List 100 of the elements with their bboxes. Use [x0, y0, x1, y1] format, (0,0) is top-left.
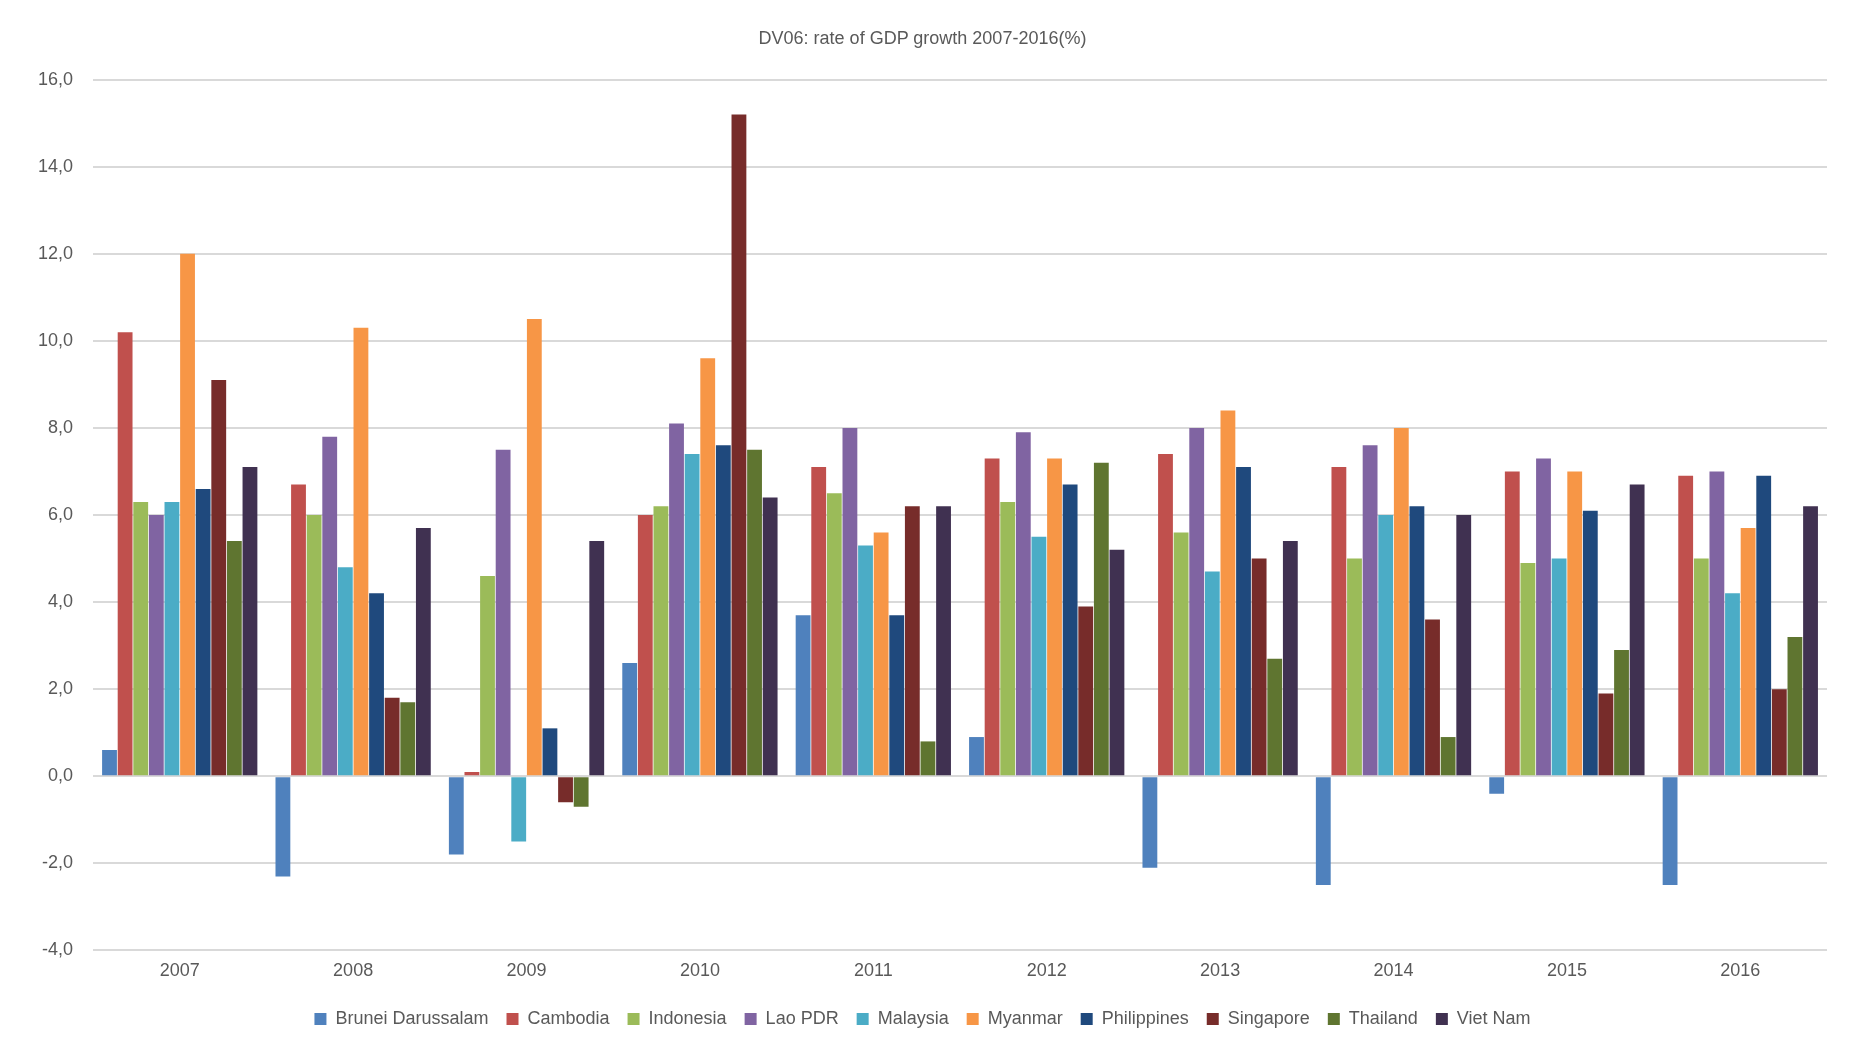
- bar: [1803, 506, 1818, 776]
- bar: [904, 506, 920, 776]
- bar: [795, 615, 811, 776]
- bar: [1520, 562, 1536, 776]
- x-tick-label: 2010: [679, 960, 720, 981]
- bar: [1787, 636, 1803, 776]
- bar: [1536, 458, 1551, 776]
- x-tick-label: 2007: [159, 960, 200, 981]
- bar: [384, 697, 400, 776]
- y-tick-label: 6,0: [48, 503, 74, 524]
- y-tick-label: 8,0: [48, 416, 74, 437]
- bar: [148, 515, 164, 776]
- y-tick-label: 2,0: [48, 678, 74, 699]
- bar: [1614, 649, 1629, 776]
- bar: [1598, 693, 1614, 776]
- bar: [558, 777, 573, 803]
- bar: [164, 501, 180, 776]
- bar: [1567, 471, 1583, 776]
- bar: [762, 497, 778, 776]
- bar: [684, 454, 700, 776]
- bar: [1709, 471, 1725, 776]
- bar: [1251, 558, 1267, 776]
- bar: [1771, 689, 1787, 776]
- y-tick-label: 4,0: [48, 591, 74, 612]
- bar: [306, 515, 322, 776]
- bar: [589, 541, 605, 776]
- y-tick-label: 14,0: [37, 155, 74, 176]
- bar: [873, 532, 889, 776]
- bar: [1740, 528, 1756, 776]
- bar: [1142, 777, 1158, 868]
- bar: [1189, 427, 1205, 776]
- y-tick-label: 0,0: [48, 765, 74, 786]
- bar: [1678, 475, 1694, 776]
- bar: [747, 449, 762, 776]
- bar: [1000, 501, 1016, 776]
- bar: [653, 506, 669, 776]
- bar: [811, 467, 827, 776]
- bar: [133, 501, 149, 776]
- bar: [1756, 475, 1772, 776]
- y-tick-label: 16,0: [37, 68, 74, 89]
- legend-label: Myanmar: [987, 1007, 1063, 1028]
- bar: [858, 545, 873, 776]
- bar: [622, 663, 638, 776]
- x-tick-label: 2015: [1546, 960, 1587, 981]
- bar: [1440, 737, 1456, 776]
- bar: [102, 750, 117, 776]
- bar: [1047, 458, 1062, 776]
- bar: [1425, 619, 1440, 776]
- bar: [1409, 506, 1425, 776]
- bar: [1629, 484, 1645, 776]
- x-tick-label: 2013: [1200, 960, 1241, 981]
- bar: [211, 380, 227, 776]
- bar: [464, 771, 480, 776]
- bar: [1393, 427, 1409, 776]
- bar: [526, 319, 542, 776]
- bar: [1693, 558, 1709, 776]
- legend-label: Brunei Darussalam: [335, 1007, 489, 1028]
- legend-label: Indonesia: [648, 1007, 728, 1028]
- bar: [1267, 658, 1283, 776]
- bar: [1236, 467, 1251, 776]
- bar: [1078, 606, 1094, 776]
- bar: [669, 423, 684, 776]
- bar: [369, 593, 384, 776]
- bar: [180, 253, 195, 776]
- legend-label: Singapore: [1227, 1007, 1310, 1028]
- bar: [1378, 515, 1394, 776]
- bar: [969, 737, 984, 776]
- bar: [1347, 558, 1362, 776]
- legend-label: Malaysia: [877, 1007, 950, 1028]
- bar: [1173, 532, 1189, 776]
- bar: [1204, 571, 1220, 776]
- bar: [984, 458, 1000, 776]
- bar: [448, 777, 464, 855]
- bar: [1158, 454, 1173, 776]
- bar: [936, 506, 951, 776]
- bar: [495, 449, 511, 776]
- bar: [542, 728, 558, 776]
- y-tick-label: 12,0: [37, 242, 74, 263]
- bar: [1282, 541, 1298, 776]
- bar: [1315, 777, 1331, 886]
- y-tick-label: 10,0: [37, 329, 74, 350]
- bar: [337, 567, 353, 776]
- bar: [242, 467, 258, 776]
- x-tick-label: 2016: [1720, 960, 1761, 981]
- bar: [1456, 515, 1472, 776]
- legend-label: Cambodia: [527, 1007, 611, 1028]
- bar: [226, 541, 242, 776]
- bar: [1362, 445, 1378, 776]
- bar: [1062, 484, 1078, 776]
- bar: [195, 488, 211, 776]
- bar: [1031, 536, 1047, 776]
- legend-label: Lao PDR: [765, 1007, 839, 1028]
- bar: [573, 777, 589, 807]
- bar: [322, 436, 338, 776]
- bar: [889, 615, 905, 776]
- bar: [480, 575, 495, 776]
- bar: [826, 493, 842, 776]
- bar: [291, 484, 306, 776]
- bar: [1725, 593, 1740, 776]
- bar: [275, 777, 291, 877]
